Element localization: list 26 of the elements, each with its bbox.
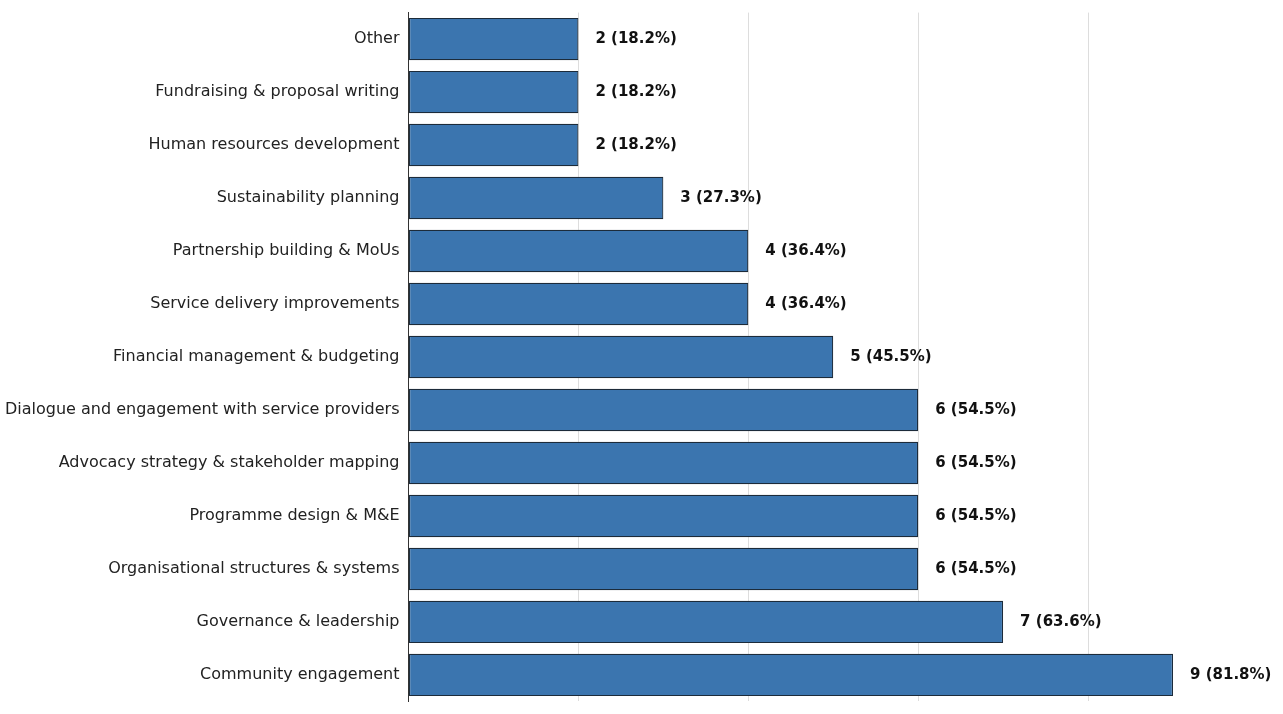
data-label: 3 (27.3%) bbox=[680, 187, 762, 206]
y-tick-label: Advocacy strategy & stakeholder mapping bbox=[58, 452, 400, 472]
y-tick-label: Human resources development bbox=[148, 134, 400, 154]
y-tick-label: Governance & leadership bbox=[196, 611, 400, 631]
data-label: 4 (36.4%) bbox=[765, 240, 847, 259]
y-tick-label: Dialogue and engagement with service providers bbox=[4, 399, 400, 419]
data-label: 2 (18.2%) bbox=[595, 81, 677, 100]
y-tick-label: Organisational structures & systems bbox=[108, 558, 400, 578]
y-tick-label: Service delivery improvements bbox=[150, 293, 400, 313]
data-label: 4 (36.4%) bbox=[765, 293, 847, 312]
data-label: 2 (18.2%) bbox=[595, 134, 677, 153]
data-label: 6 (54.5%) bbox=[935, 505, 1017, 524]
data-label: 9 (81.8%) bbox=[1190, 664, 1272, 683]
y-tick-label: Community engagement bbox=[200, 664, 400, 684]
data-label: 5 (45.5%) bbox=[850, 346, 932, 365]
data-label: 7 (63.6%) bbox=[1020, 611, 1102, 630]
data-label: 6 (54.5%) bbox=[935, 558, 1017, 577]
data-label: 6 (54.5%) bbox=[935, 452, 1017, 471]
y-tick-label: Partnership building & MoUs bbox=[172, 240, 400, 260]
data-label: 6 (54.5%) bbox=[935, 399, 1017, 418]
y-tick-label: Programme design & M&E bbox=[189, 505, 400, 525]
y-tick-label: Sustainability planning bbox=[216, 187, 400, 207]
y-tick-label: Financial management & budgeting bbox=[113, 346, 400, 366]
data-label: 2 (18.2%) bbox=[595, 28, 677, 47]
y-tick-label: Fundraising & proposal writing bbox=[155, 81, 400, 101]
y-tick-label: Other bbox=[354, 28, 400, 48]
